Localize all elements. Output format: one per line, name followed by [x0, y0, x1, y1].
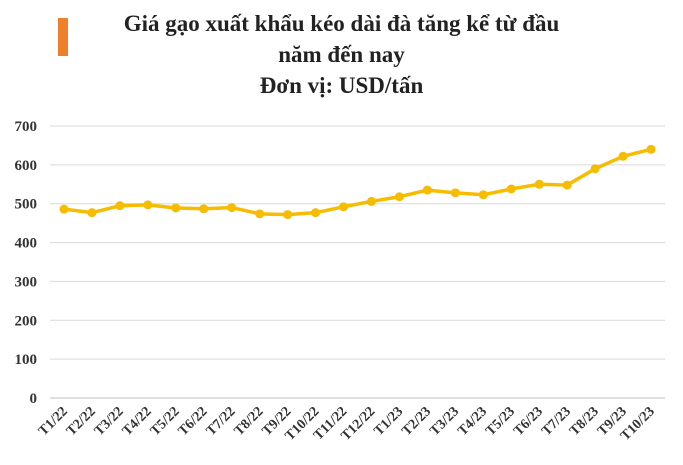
data-point	[255, 209, 265, 219]
chart-title-line-2: năm đến nay	[278, 42, 405, 67]
data-point	[366, 196, 376, 206]
data-point	[422, 185, 432, 195]
x-tick-label: T1/23	[371, 404, 406, 439]
chart-title-line-1: Giá gạo xuất khẩu kéo dài đà tăng kể từ …	[123, 11, 560, 36]
data-point	[339, 202, 349, 212]
data-point	[394, 192, 404, 202]
x-tick-label: T1/22	[36, 404, 71, 439]
series-line	[63, 147, 652, 217]
x-tick-label: T4/23	[455, 404, 490, 439]
y-tick-label: 0	[30, 391, 38, 407]
data-point	[534, 179, 544, 189]
title-accent-bar	[58, 18, 68, 56]
data-point	[171, 203, 181, 213]
x-tick-label: T8/23	[567, 404, 602, 439]
y-tick-label: 400	[15, 236, 38, 252]
x-tick-label: T7/23	[539, 404, 574, 439]
data-point	[450, 188, 460, 198]
data-point	[590, 164, 600, 174]
y-tick-label: 600	[15, 158, 38, 174]
x-axis-ticks: T1/22T2/22T3/22T4/22T5/22T6/22T7/22T8/22…	[36, 404, 658, 444]
data-point	[87, 208, 97, 218]
x-tick-label: T2/23	[399, 404, 434, 439]
y-tick-label: 300	[15, 274, 38, 290]
chart-subtitle-unit: Đơn vị: USD/tấn	[259, 73, 424, 98]
chart-title: Giá gạo xuất khẩu kéo dài đà tăng kể từ …	[0, 8, 683, 101]
y-tick-label: 100	[15, 352, 38, 368]
x-tick-label: T5/22	[148, 404, 183, 439]
data-point	[311, 208, 321, 218]
data-point	[506, 184, 516, 194]
x-tick-label: T6/23	[511, 404, 546, 439]
data-point	[646, 144, 656, 154]
x-tick-label: T4/22	[120, 404, 155, 439]
data-point	[227, 203, 237, 213]
series-group	[59, 144, 656, 220]
x-tick-label: T8/22	[232, 404, 267, 439]
y-tick-label: 500	[15, 197, 38, 213]
x-tick-label: T5/23	[483, 404, 518, 439]
gridlines	[50, 125, 665, 399]
x-tick-label: T2/22	[64, 404, 99, 439]
x-tick-label: T7/22	[204, 404, 239, 439]
x-tick-label: T6/22	[176, 404, 211, 439]
data-point	[618, 151, 628, 161]
data-point	[199, 204, 209, 214]
y-axis-ticks: 0 100 200 300 400 500 600 700	[15, 119, 38, 407]
data-point	[283, 210, 293, 220]
y-tick-label: 700	[15, 119, 38, 135]
data-point	[115, 201, 125, 211]
data-point	[59, 204, 69, 214]
x-tick-label: T3/22	[92, 404, 127, 439]
data-point	[562, 180, 572, 190]
x-tick-label: T3/23	[427, 404, 462, 439]
y-tick-label: 200	[15, 313, 38, 329]
data-point	[478, 190, 488, 200]
data-point	[143, 200, 153, 210]
